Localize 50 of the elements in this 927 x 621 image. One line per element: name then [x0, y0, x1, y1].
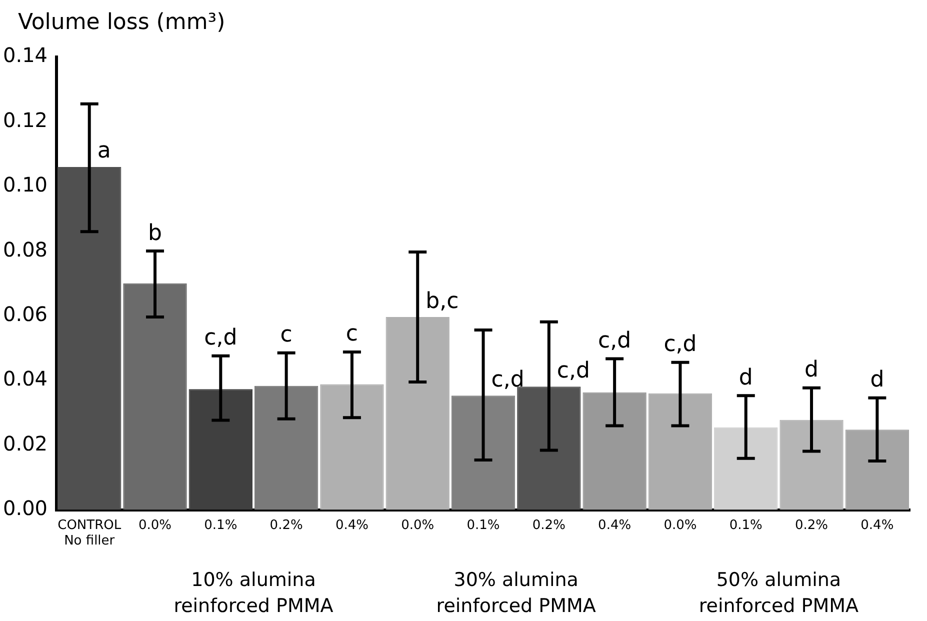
data-label: c	[346, 322, 358, 347]
data-label: c,d	[664, 332, 697, 358]
y-tick-label: 0.10	[3, 172, 48, 197]
x-tick-label: 0.0%	[138, 518, 172, 533]
data-label: c,d	[491, 367, 524, 392]
x-tick-label: 0.4%	[860, 518, 894, 533]
bar	[123, 283, 187, 510]
bar	[188, 389, 252, 510]
x-tick-label: 0.0%	[401, 518, 434, 533]
bar	[648, 393, 712, 510]
data-label: c,d	[598, 328, 632, 354]
x-tick-label: 0.2%	[270, 518, 303, 533]
text: 50% alumina reinforced PMMA	[698, 569, 858, 618]
x-tick-label: 0.1%	[729, 518, 762, 533]
y-tick-label: 0.00	[3, 496, 48, 520]
bar	[58, 166, 122, 510]
bar	[386, 317, 450, 510]
bar	[254, 386, 318, 510]
bar	[714, 427, 778, 510]
data-label: d	[738, 365, 753, 390]
data-label: b	[148, 220, 162, 246]
x-tick-label: 0.4%	[598, 518, 632, 533]
y-tick-label: 0.08	[3, 237, 48, 262]
y-tick-label: 0.02	[3, 431, 48, 456]
y-tick-label: 0.12	[3, 108, 48, 132]
text: 30% alumina reinforced PMMA	[436, 569, 596, 618]
x-tick-label: 0.2%	[532, 518, 566, 533]
data-label: d	[870, 368, 884, 393]
x-tick-label: 0.0%	[664, 518, 697, 533]
bar	[320, 384, 384, 510]
data-label: c	[280, 322, 292, 348]
x-tick-label: 0.1%	[466, 518, 500, 533]
y-tick-label: 0.06	[3, 302, 48, 326]
bar	[451, 396, 516, 510]
x-tick-label: 0.1%	[204, 518, 238, 533]
data-label: c,d	[204, 326, 238, 351]
bar	[780, 420, 844, 510]
bar	[845, 430, 910, 510]
data-label: b,c	[426, 288, 459, 314]
data-label: d	[804, 358, 819, 383]
x-tick-label: 0.2%	[795, 518, 828, 533]
bar	[582, 392, 646, 510]
data-label: c,d	[556, 358, 590, 384]
data-label: a	[97, 138, 111, 164]
y-tick-label: 0.14	[3, 43, 48, 68]
x-tick-label: 0.4%	[335, 518, 368, 533]
y-tick-label: 0.04	[3, 366, 48, 391]
x-tick-label: CONTROL No filler	[58, 518, 122, 549]
y-axis-title: Volume loss (mm³)	[17, 9, 226, 37]
text: 10% alumina reinforced PMMA	[174, 569, 334, 618]
